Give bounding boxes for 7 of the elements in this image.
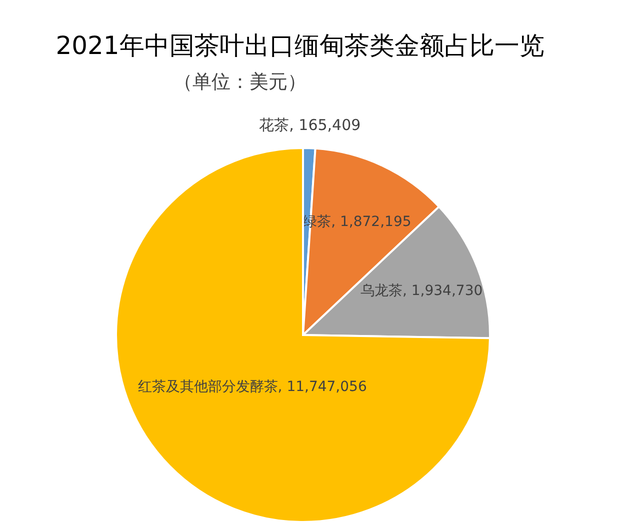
- chart-subtitle: （单位：美元）: [174, 71, 306, 93]
- slice-label: 绿茶, 1,872,195: [303, 214, 412, 230]
- chart-title: 2021年中国茶叶出口缅甸茶类金额占比一览: [56, 31, 544, 60]
- pie-slice: [302, 206, 491, 340]
- slice-label: 乌龙茶, 1,934,730: [360, 283, 483, 300]
- slice-label: 花茶, 165,409: [259, 116, 361, 134]
- slice-label: 红茶及其他部分发酵茶, 11,747,056: [138, 378, 367, 395]
